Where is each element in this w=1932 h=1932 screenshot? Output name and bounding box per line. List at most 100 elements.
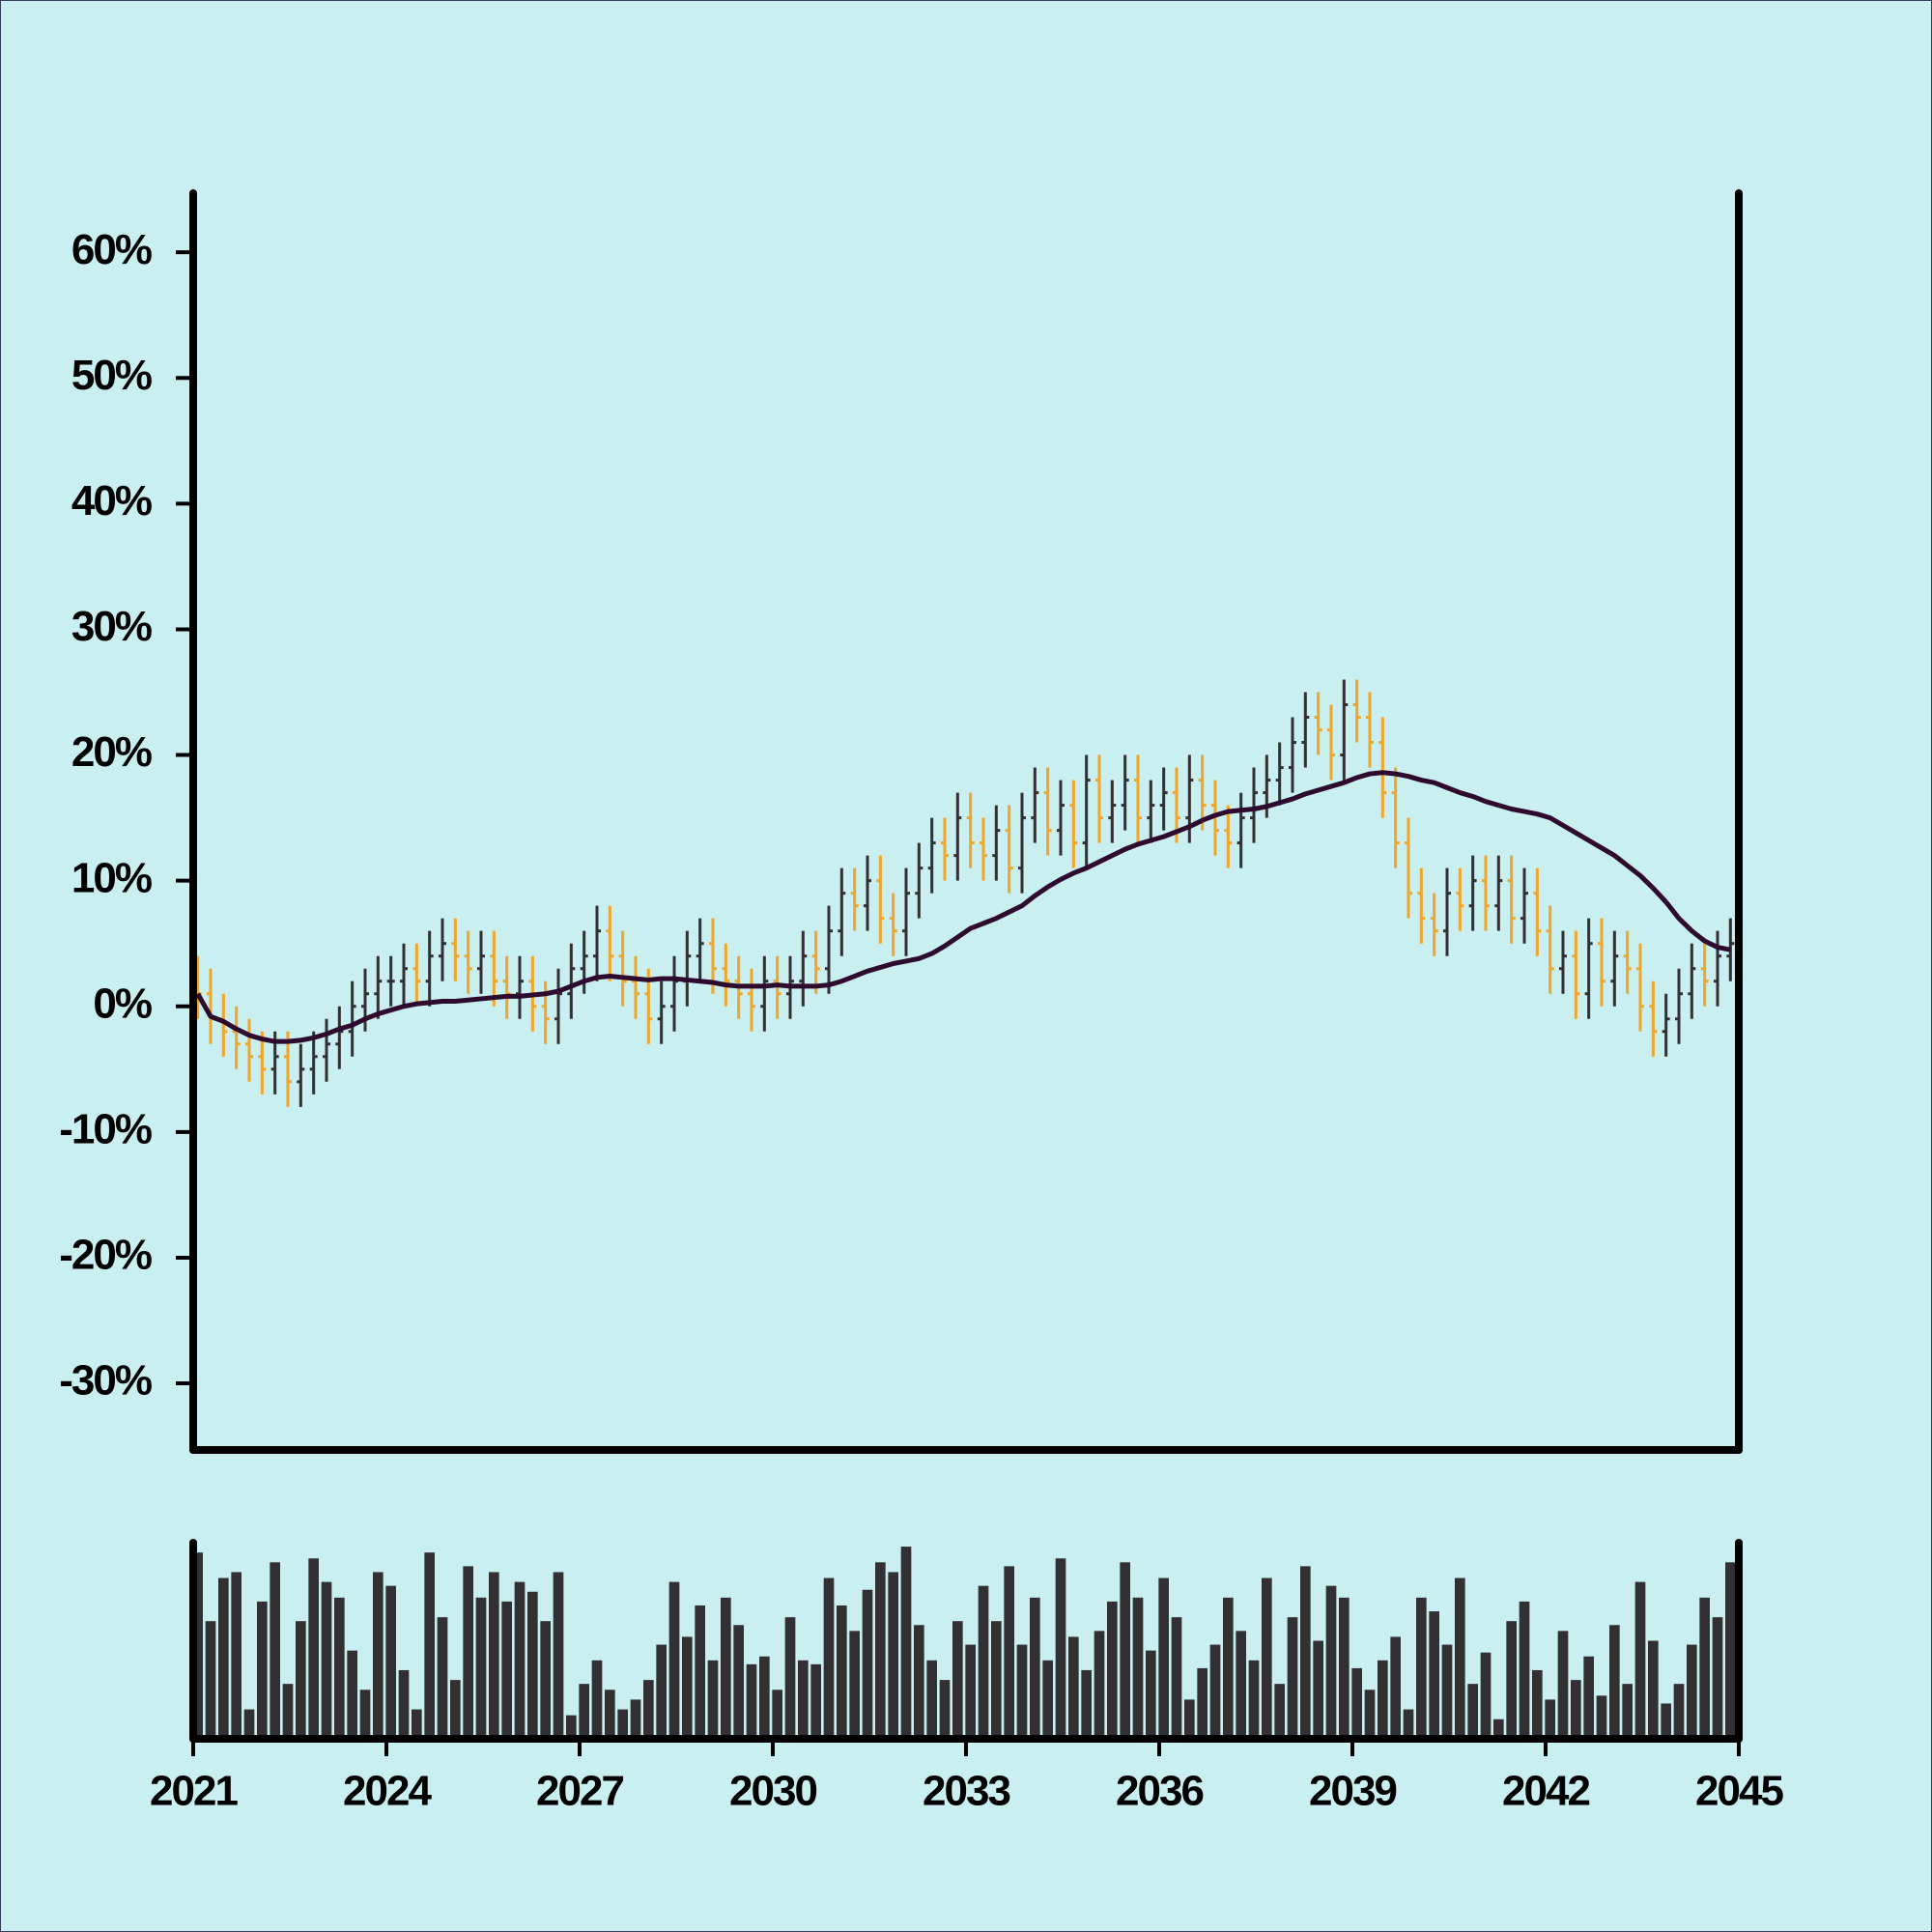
volume-bar bbox=[810, 1663, 821, 1739]
volume-bar bbox=[605, 1690, 615, 1739]
x-tick-label: 2030 bbox=[729, 1768, 816, 1815]
volume-bar bbox=[926, 1660, 937, 1739]
volume-bar bbox=[1364, 1690, 1376, 1739]
volume-bar bbox=[231, 1572, 242, 1739]
volume-bar bbox=[1068, 1636, 1079, 1739]
y-tick-label: 20% bbox=[71, 728, 152, 776]
x-tick-label: 2042 bbox=[1502, 1768, 1589, 1815]
volume-bar bbox=[1583, 1656, 1594, 1739]
volume-bar bbox=[1339, 1597, 1350, 1739]
volume-bar bbox=[205, 1621, 216, 1739]
volume-bar bbox=[1081, 1669, 1092, 1739]
volume-bar bbox=[823, 1577, 835, 1739]
volume-bar bbox=[991, 1621, 1002, 1739]
volume-bar bbox=[1467, 1684, 1478, 1739]
volume-bar bbox=[1545, 1699, 1555, 1739]
volume-bar bbox=[1351, 1667, 1362, 1739]
volume-bar bbox=[1725, 1562, 1736, 1739]
volume-bar bbox=[772, 1690, 782, 1739]
volume-bar bbox=[1493, 1719, 1504, 1739]
volume-bar bbox=[463, 1566, 473, 1739]
y-tick-label: -10% bbox=[59, 1105, 152, 1152]
volume-bar bbox=[746, 1663, 757, 1739]
volume-bar bbox=[1712, 1617, 1723, 1739]
volume-bar bbox=[257, 1601, 268, 1739]
volume-bar bbox=[347, 1650, 357, 1739]
volume-bar bbox=[1403, 1709, 1414, 1739]
volume-bar bbox=[1673, 1684, 1685, 1739]
volume-bar bbox=[1055, 1558, 1066, 1739]
volume-bar bbox=[270, 1562, 280, 1739]
volume-bar bbox=[784, 1617, 796, 1739]
volume-bar bbox=[682, 1636, 693, 1739]
volume-bar bbox=[321, 1581, 332, 1739]
volume-bar bbox=[540, 1621, 551, 1739]
volume-bar bbox=[1004, 1566, 1014, 1739]
volume-bar bbox=[553, 1572, 564, 1739]
volume-bar bbox=[1158, 1577, 1169, 1739]
volume-bar bbox=[900, 1547, 912, 1739]
volume-bar bbox=[243, 1709, 255, 1739]
volume-bar bbox=[1107, 1601, 1118, 1739]
volume-bar bbox=[1274, 1684, 1285, 1739]
y-tick-label: 50% bbox=[71, 352, 152, 399]
volume-bar bbox=[450, 1680, 461, 1739]
volume-bar bbox=[412, 1709, 422, 1739]
volume-bar bbox=[192, 1552, 203, 1739]
volume-bar bbox=[218, 1577, 229, 1739]
volume-bar bbox=[1171, 1617, 1182, 1739]
volume-bar bbox=[1378, 1660, 1388, 1739]
volume-bar bbox=[1699, 1597, 1710, 1739]
volume-bar bbox=[668, 1581, 680, 1739]
y-tick-label: 10% bbox=[71, 854, 152, 901]
volume-bar bbox=[1596, 1695, 1607, 1739]
volume-bar bbox=[334, 1597, 345, 1739]
y-tick-label: 0% bbox=[93, 980, 151, 1027]
volume-bar bbox=[527, 1591, 538, 1739]
volume-bar bbox=[952, 1621, 963, 1739]
volume-bar bbox=[1132, 1597, 1144, 1739]
volume-bar bbox=[475, 1597, 487, 1739]
volume-bar bbox=[888, 1572, 898, 1739]
volume-bar bbox=[579, 1684, 589, 1739]
volume-bar bbox=[1557, 1631, 1569, 1739]
volume-bar bbox=[1287, 1617, 1298, 1739]
volume-bar bbox=[1223, 1597, 1234, 1739]
volume-bar bbox=[939, 1680, 951, 1739]
volume-bar bbox=[1622, 1684, 1633, 1739]
x-tick-label: 2033 bbox=[923, 1768, 1009, 1815]
volume-bar bbox=[1532, 1669, 1543, 1739]
volume-bar bbox=[914, 1625, 924, 1739]
price-panel bbox=[193, 679, 1735, 1107]
volume-bar bbox=[1146, 1650, 1156, 1739]
volume-bar bbox=[721, 1597, 731, 1739]
x-tick-label: 2045 bbox=[1695, 1768, 1783, 1815]
volume-bar bbox=[437, 1617, 448, 1739]
volume-bar bbox=[489, 1572, 499, 1739]
volume-bar bbox=[965, 1644, 976, 1739]
volume-bar bbox=[1094, 1631, 1105, 1739]
volume-bar bbox=[656, 1644, 667, 1739]
volume-bar bbox=[1120, 1562, 1130, 1739]
volume-bar bbox=[1687, 1644, 1697, 1739]
volume-bar bbox=[1197, 1667, 1208, 1739]
volume-bar bbox=[1571, 1680, 1581, 1739]
volume-bar bbox=[1042, 1660, 1053, 1739]
volume-bar bbox=[630, 1699, 641, 1739]
axes-frame: -30% -20% -10% 0% 10% 20% 30% 40% 50% 60% 2021 2024… bbox=[59, 189, 1785, 1815]
volume-bar bbox=[1313, 1640, 1323, 1739]
volume-bar bbox=[514, 1581, 526, 1739]
volume-bar bbox=[875, 1562, 886, 1739]
volume-bar bbox=[837, 1605, 847, 1739]
x-tick-label: 2036 bbox=[1116, 1768, 1203, 1815]
volume-bar bbox=[424, 1552, 435, 1739]
volume-bar bbox=[733, 1625, 744, 1739]
volume-bar bbox=[566, 1715, 577, 1739]
volume-bar bbox=[282, 1684, 294, 1739]
volume-bar bbox=[643, 1680, 654, 1739]
volume-bar bbox=[1506, 1621, 1517, 1739]
volume-bar bbox=[1184, 1699, 1195, 1739]
volume-bar bbox=[1016, 1644, 1028, 1739]
x-tick-label: 2024 bbox=[343, 1768, 432, 1815]
volume-bar bbox=[1429, 1611, 1439, 1739]
